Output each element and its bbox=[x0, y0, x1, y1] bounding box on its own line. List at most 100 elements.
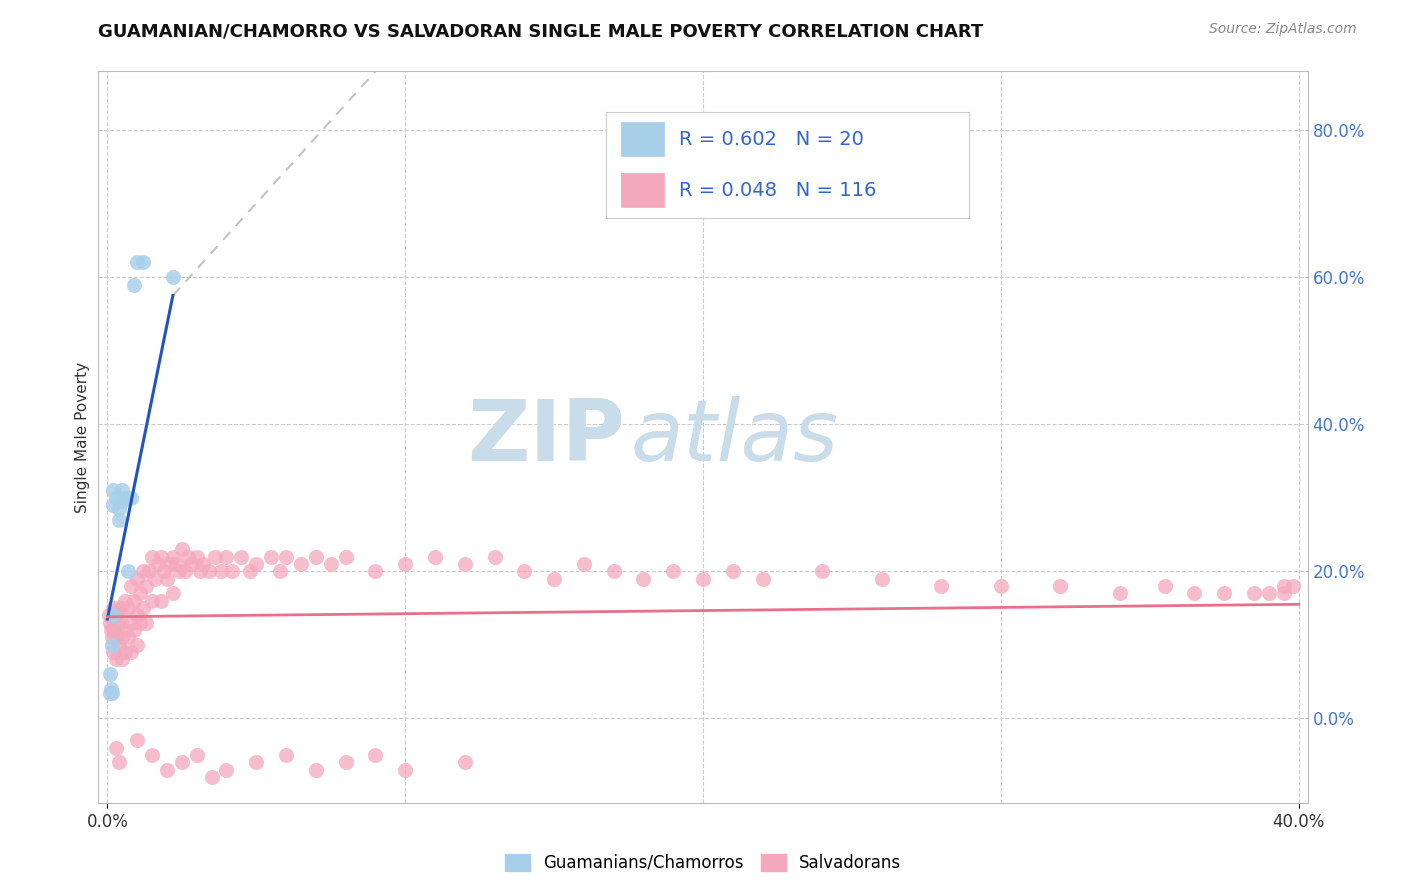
Point bbox=[105, 608, 128, 623]
Point bbox=[290, 557, 312, 571]
Point bbox=[231, 549, 253, 564]
Point bbox=[215, 549, 238, 564]
Point bbox=[149, 549, 172, 564]
Point bbox=[101, 631, 124, 645]
Point bbox=[513, 564, 536, 578]
Point bbox=[191, 557, 214, 571]
Point bbox=[162, 586, 184, 600]
Point bbox=[274, 549, 297, 564]
Point bbox=[335, 549, 357, 564]
Point bbox=[454, 557, 477, 571]
Point bbox=[103, 601, 125, 615]
Point bbox=[103, 645, 125, 659]
Point bbox=[1109, 586, 1132, 600]
Point bbox=[101, 685, 124, 699]
Point bbox=[394, 763, 416, 777]
Point bbox=[117, 601, 139, 615]
Text: ZIP: ZIP bbox=[467, 395, 624, 479]
Point bbox=[364, 564, 387, 578]
Point bbox=[811, 564, 834, 578]
Point bbox=[751, 572, 773, 586]
Point bbox=[245, 557, 267, 571]
Point bbox=[1243, 586, 1265, 600]
Point bbox=[239, 564, 262, 578]
Point bbox=[180, 557, 202, 571]
Point bbox=[108, 513, 131, 527]
Legend: Guamanians/Chamorros, Salvadorans: Guamanians/Chamorros, Salvadorans bbox=[498, 847, 908, 879]
Point bbox=[159, 557, 181, 571]
Point bbox=[114, 623, 136, 637]
Point bbox=[120, 579, 142, 593]
Point bbox=[209, 564, 232, 578]
Point bbox=[305, 549, 328, 564]
Y-axis label: Single Male Poverty: Single Male Poverty bbox=[75, 361, 90, 513]
Point bbox=[197, 564, 219, 578]
Point bbox=[122, 277, 145, 292]
Point bbox=[111, 601, 134, 615]
Point bbox=[122, 623, 145, 637]
Point bbox=[692, 572, 714, 586]
Point bbox=[103, 623, 125, 637]
Point bbox=[633, 572, 655, 586]
Point bbox=[364, 747, 387, 762]
Point bbox=[260, 549, 283, 564]
Point bbox=[100, 681, 122, 696]
Point bbox=[1281, 579, 1303, 593]
Text: GUAMANIAN/CHAMORRO VS SALVADORAN SINGLE MALE POVERTY CORRELATION CHART: GUAMANIAN/CHAMORRO VS SALVADORAN SINGLE … bbox=[98, 22, 984, 40]
Point bbox=[173, 564, 195, 578]
Point bbox=[107, 615, 129, 630]
Point bbox=[132, 255, 155, 269]
Point bbox=[132, 564, 155, 578]
Point bbox=[221, 564, 243, 578]
Point bbox=[111, 631, 134, 645]
Point bbox=[870, 572, 893, 586]
Point bbox=[98, 685, 121, 699]
Point bbox=[1213, 586, 1236, 600]
Point bbox=[108, 638, 131, 652]
Point bbox=[105, 631, 128, 645]
Point bbox=[114, 491, 136, 505]
Point bbox=[114, 645, 136, 659]
Point bbox=[484, 549, 506, 564]
Point bbox=[156, 763, 179, 777]
Point bbox=[108, 756, 131, 770]
Point bbox=[122, 593, 145, 607]
Point bbox=[117, 631, 139, 645]
Point bbox=[129, 615, 152, 630]
Point bbox=[127, 255, 149, 269]
Text: Source: ZipAtlas.com: Source: ZipAtlas.com bbox=[1209, 22, 1357, 37]
Point bbox=[111, 483, 134, 498]
Point bbox=[100, 623, 122, 637]
Point bbox=[662, 564, 685, 578]
Point bbox=[110, 615, 132, 630]
Point bbox=[1049, 579, 1071, 593]
Point bbox=[127, 733, 149, 747]
Text: atlas: atlas bbox=[630, 395, 838, 479]
Point bbox=[141, 549, 163, 564]
Point bbox=[111, 494, 134, 508]
Point bbox=[1153, 579, 1175, 593]
Point bbox=[105, 652, 128, 666]
Point bbox=[108, 601, 131, 615]
Point bbox=[127, 608, 149, 623]
Point bbox=[167, 564, 190, 578]
Point bbox=[97, 608, 120, 623]
Point bbox=[572, 557, 595, 571]
Point bbox=[101, 608, 124, 623]
Point bbox=[602, 564, 624, 578]
Point bbox=[543, 572, 565, 586]
Point bbox=[990, 579, 1012, 593]
Point bbox=[111, 652, 134, 666]
Point bbox=[215, 763, 238, 777]
Point bbox=[132, 601, 155, 615]
Point bbox=[162, 549, 184, 564]
Point bbox=[454, 756, 477, 770]
Point bbox=[135, 615, 157, 630]
Point bbox=[141, 747, 163, 762]
Point bbox=[129, 586, 152, 600]
Point bbox=[120, 615, 142, 630]
Point bbox=[143, 572, 166, 586]
Point bbox=[117, 564, 139, 578]
Point bbox=[186, 549, 208, 564]
Point bbox=[108, 501, 131, 516]
